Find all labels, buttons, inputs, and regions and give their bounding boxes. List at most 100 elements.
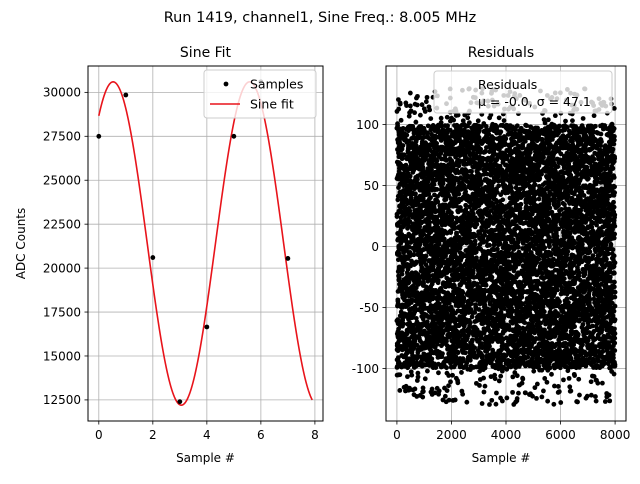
residual-point [448,230,453,235]
residual-point [502,118,507,123]
residual-point [500,197,505,202]
residual-point [476,118,481,123]
residual-point [413,120,418,125]
residual-point [515,396,520,401]
residual-point [463,350,468,355]
residual-point [415,103,420,108]
residual-point [439,116,444,121]
sample-point [204,325,209,330]
residual-point [427,108,432,113]
residual-point [503,136,508,141]
residual-point [432,182,437,187]
legend-label-sine-fit: Sine fit [250,97,294,112]
residual-point [470,314,475,319]
residual-point [484,283,489,288]
residual-point [415,94,420,99]
residual-point [398,102,403,107]
residual-point [444,365,449,370]
residual-point [451,118,456,123]
residual-point [516,391,521,396]
residual-point [396,107,401,112]
residual-point [449,210,454,215]
sample-point [150,255,155,260]
residual-point [465,115,470,120]
residual-point [498,129,503,134]
residual-point [418,113,423,118]
sine-fit-xtick-label: 2 [149,428,157,442]
residual-point [484,124,489,129]
residual-point [435,158,440,163]
residual-point [444,339,449,344]
residual-point [494,402,499,407]
residual-point [427,220,432,225]
residual-point [474,255,479,260]
residual-point [520,381,525,386]
residual-point [428,195,433,200]
residual-point [481,376,486,381]
sine-fit-ytick-label: 20000 [43,261,81,275]
residual-point [416,375,421,380]
sine-fit-grid [88,66,323,421]
residual-point [519,202,524,207]
residual-point [510,390,515,395]
residual-point [456,350,461,355]
residual-point [469,169,474,174]
residual-point [405,374,410,379]
residual-point [504,396,509,401]
residual-point [525,355,530,360]
residual-point [445,115,450,120]
residual-point [497,115,502,120]
residual-point [409,373,414,378]
residual-point [412,110,417,115]
residual-point [510,374,515,379]
residual-point [489,398,494,403]
residual-point [450,373,455,378]
sine-fit-ytick-label: 17500 [43,305,81,319]
residuals-title: Residuals [468,45,534,61]
sine-fit-ylabel: ADC Counts [14,208,28,280]
residual-point [413,387,418,392]
residual-point [460,392,465,397]
residual-point [397,388,402,393]
residual-point [401,321,406,326]
residual-point [515,373,520,378]
residual-point [401,143,406,148]
residual-point [495,247,500,252]
sine-fit-title: Sine Fit [180,45,232,61]
residual-point [420,165,425,170]
residual-point [473,239,478,244]
sample-point [123,93,128,98]
residual-point [408,103,413,108]
sample-point [96,134,101,139]
sine-fit-ytick-label: 30000 [43,86,81,100]
residual-point [425,95,430,100]
residual-point [436,370,441,375]
residual-point [409,195,414,200]
sine-fit-ytick-label: 12500 [43,393,81,407]
residual-point [474,222,479,227]
sine-fit-xlabel: Sample # [176,451,235,465]
residual-point [456,192,461,197]
residual-point [498,374,503,379]
sine-fit-xtick-label: 4 [203,428,211,442]
residual-point [397,372,402,377]
legend-marker-samples [224,82,229,87]
residual-point [445,388,450,393]
residual-point [455,380,460,385]
residual-point [437,389,442,394]
legend-label-samples: Samples [250,77,303,92]
residual-point [480,401,485,406]
sine-fit-ytick-label: 22500 [43,217,81,231]
residual-point [470,337,475,342]
sine-fit-xtick-label: 8 [311,428,319,442]
residual-point [498,241,503,246]
residual-point [430,387,435,392]
residual-point [428,116,433,121]
sine-fit-ytick-label: 25000 [43,174,81,188]
sample-point [231,134,236,139]
residual-point [487,243,492,248]
residual-point [494,391,499,396]
residual-point [467,120,472,125]
